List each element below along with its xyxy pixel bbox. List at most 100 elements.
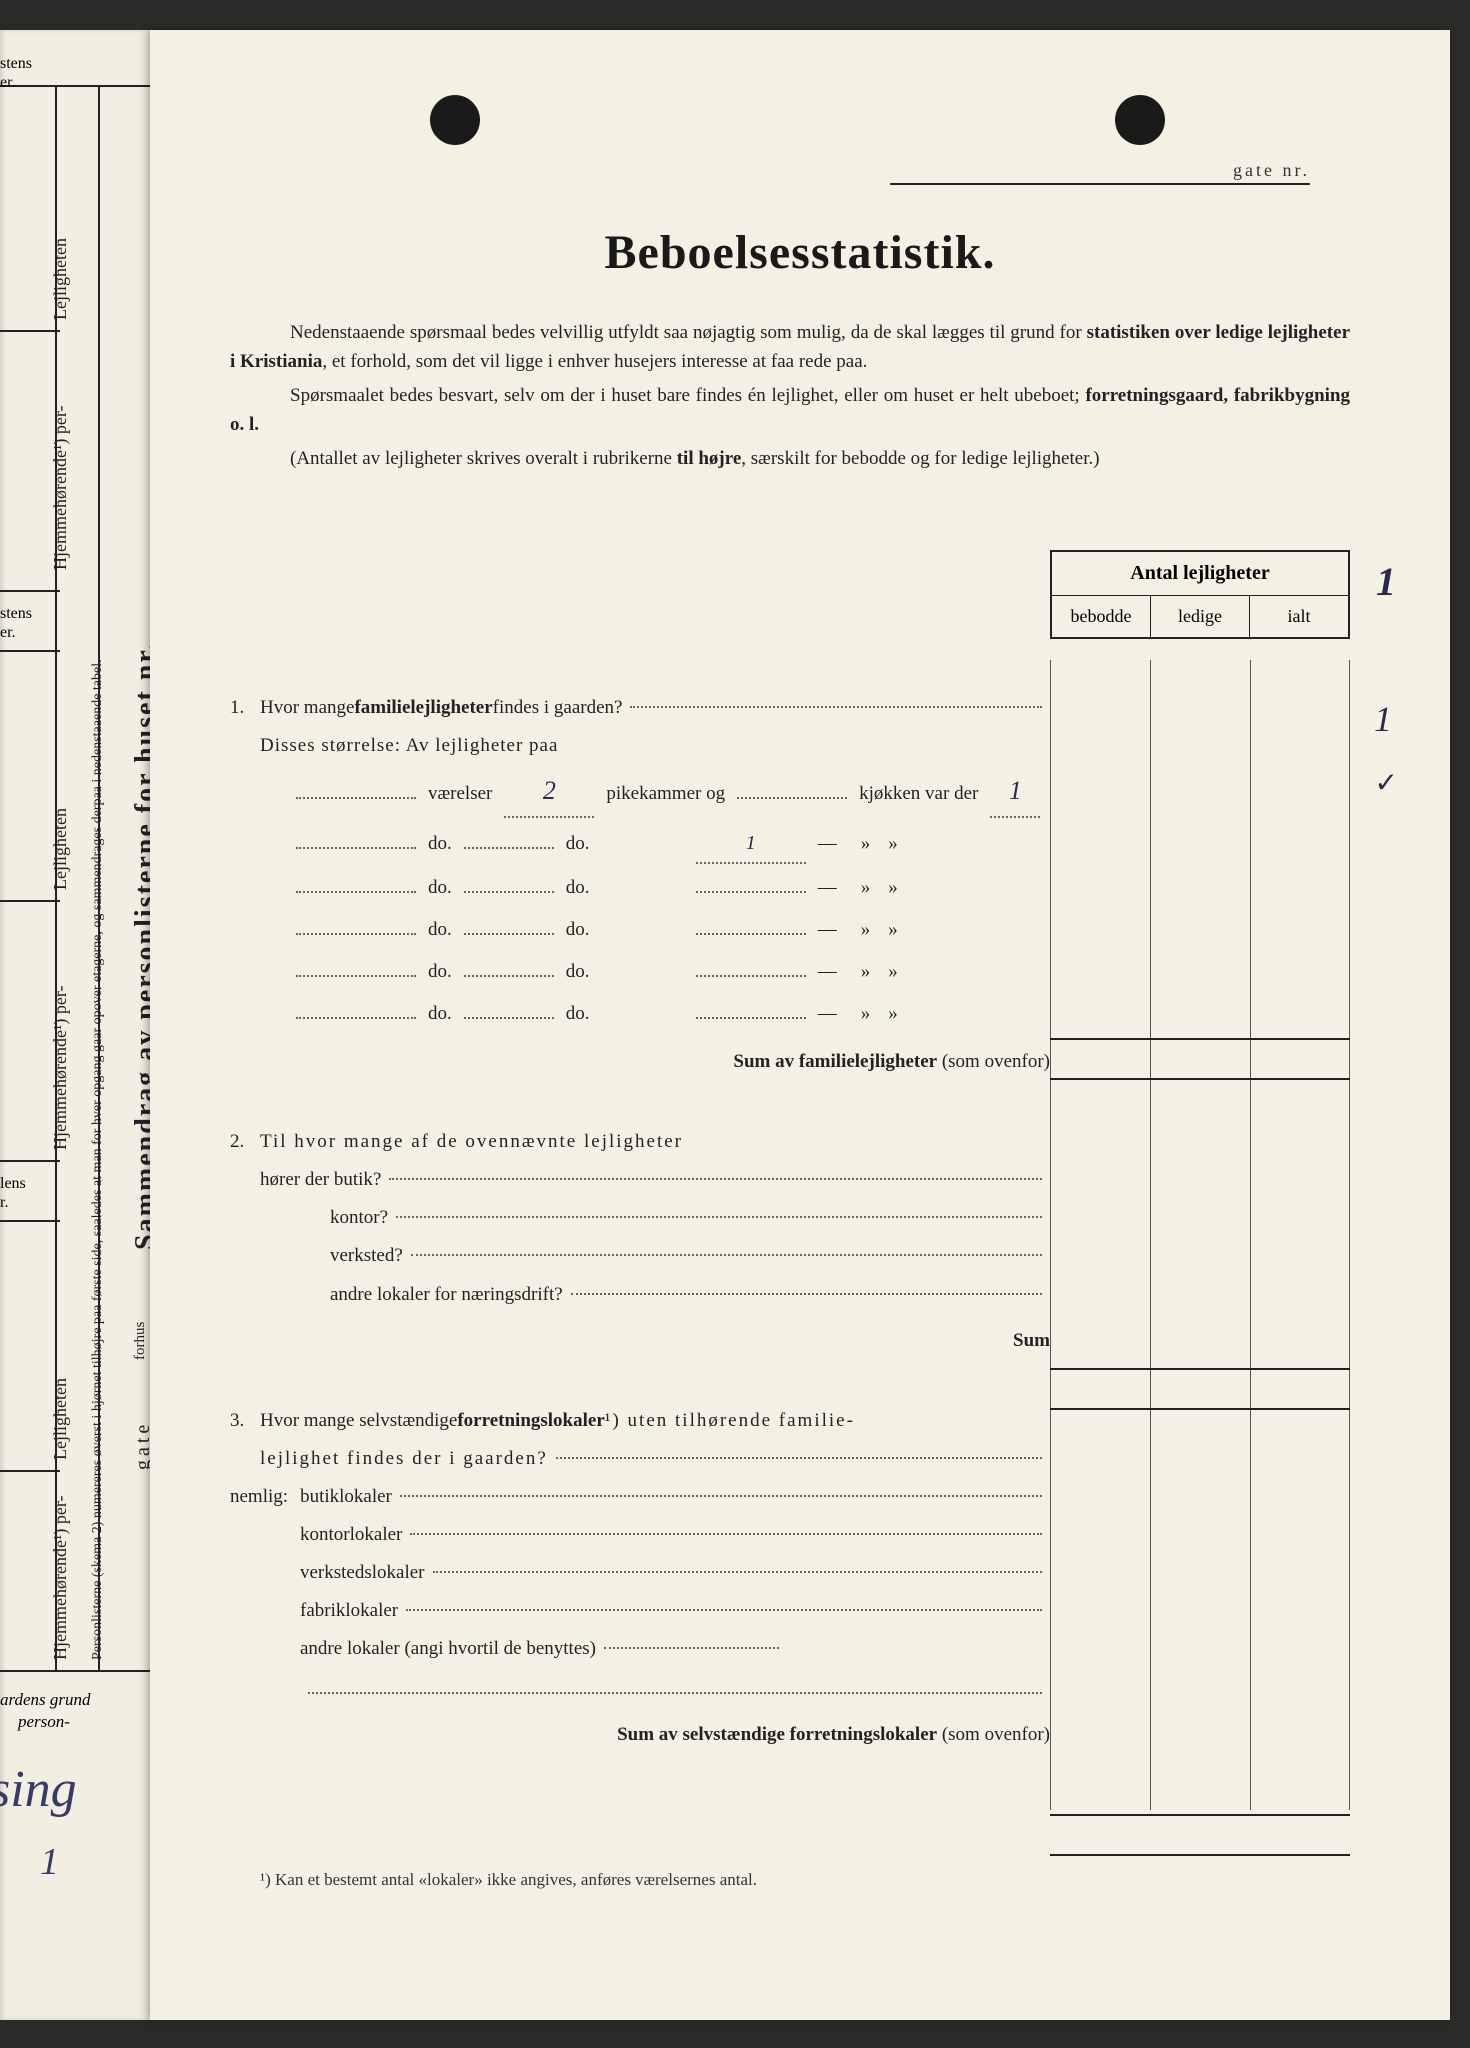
q2-r2: kontor? xyxy=(330,1200,388,1236)
q1-do-3a: do. xyxy=(428,912,452,948)
left-handwritten-sing: sing xyxy=(0,1760,77,1819)
q1-dash-1: — xyxy=(818,826,837,862)
intro-text: Nedenstaaende spørsmaal bedes velvillig … xyxy=(230,318,1350,477)
q1-quote-1b: » xyxy=(888,826,898,862)
questions-block: 1. Hvor mange familielejligheter findes … xyxy=(230,690,1050,1753)
q1-dash-4: — xyxy=(818,954,837,990)
left-subtitle: Personlisterne (skema 2) numereres øvers… xyxy=(90,90,106,1660)
q1-hand-kjok: 1 xyxy=(1009,776,1022,805)
q3-sum-label: Sum av selvstændige forretningslokaler xyxy=(617,1724,937,1745)
q3-text-b: forretningslokaler xyxy=(457,1403,604,1439)
q1-do-4a: do. xyxy=(428,954,452,990)
gate-nr-label: gate nr. xyxy=(1233,160,1310,180)
left-forhus: forhus xyxy=(132,1322,149,1360)
q2-r4: andre lokaler for næringsdrift? xyxy=(330,1277,563,1313)
left-frag-stens-2: stens xyxy=(0,605,32,623)
left-frag-stens-1: stens xyxy=(0,55,32,73)
gate-nr-field: gate nr. xyxy=(890,160,1310,185)
intro-p3b: til højre xyxy=(677,448,742,469)
q3-text-a: Hvor mange selvstændige xyxy=(260,1403,457,1439)
sum-line-q1-top xyxy=(1050,1038,1350,1040)
left-col-lejligheten-2: Lejligheten xyxy=(50,808,71,890)
left-col-hjemme-1: Hjemmehørende¹) per- xyxy=(50,406,71,570)
intro-p3c: , særskilt for bebodde og for ledige lej… xyxy=(741,448,1099,469)
q3-nemlig: nemlig: xyxy=(230,1479,288,1515)
q3-r2: kontorlokaler xyxy=(300,1517,402,1553)
left-frag-er-1: er. xyxy=(0,74,16,92)
q2-r1: hører der butik? xyxy=(260,1162,381,1198)
left-col-lejligheten-3: Lejligheten xyxy=(50,1378,71,1460)
q1-quote-3b: » xyxy=(888,912,898,948)
sum-line-q2-bot xyxy=(1050,1408,1350,1410)
q1-vaer-label: værelser xyxy=(428,776,492,812)
col-bebodde: bebodde xyxy=(1052,596,1151,637)
left-frag-lens: lens xyxy=(0,1175,26,1193)
q1-dash-5: — xyxy=(818,996,837,1032)
q1-dash-2: — xyxy=(818,870,837,906)
q1-hand-vaer: 2 xyxy=(543,776,556,805)
q2-num: 2. xyxy=(230,1124,260,1160)
q1-do-2a: do. xyxy=(428,870,452,906)
q1-do-4b: do. xyxy=(566,954,684,990)
page-title: Beboelsesstatistik. xyxy=(150,225,1450,280)
q1-sum-label: Sum av familielejligheter xyxy=(733,1051,937,1072)
punch-hole-left xyxy=(430,95,480,145)
sum-line-q3-bot xyxy=(1050,1854,1350,1856)
q1-sub: Disses størrelse: Av lejligheter paa xyxy=(260,728,558,764)
q3-num: 3. xyxy=(230,1403,260,1439)
q1-do-3b: do. xyxy=(566,912,684,948)
q1-dash-3: — xyxy=(818,912,837,948)
col-ialt: ialt xyxy=(1250,596,1348,637)
q3-sum-note: (som ovenfor) xyxy=(937,1724,1050,1745)
table-header-label: Antal lejligheter xyxy=(1130,562,1269,584)
q1-quote-3a: » xyxy=(861,912,871,948)
q2-r3: verksted? xyxy=(330,1238,403,1274)
q3-text-c: ¹) uten tilhørende familie- xyxy=(605,1403,855,1439)
left-col-hjemme-2: Hjemmehørende¹) per- xyxy=(50,986,71,1150)
q1-quote-5a: » xyxy=(861,996,871,1032)
left-frag-r: r. xyxy=(0,1194,8,1212)
q3-r1: butiklokaler xyxy=(300,1479,392,1515)
q3-r3: verkstedslokaler xyxy=(300,1555,425,1591)
q1-text-a: Hvor mange xyxy=(260,690,354,726)
left-col-lejligheten-1: Lejligheten xyxy=(50,238,71,320)
left-page-strip: Sammendrag av personlisterne for huset n… xyxy=(0,30,150,2020)
left-ardens-grund: ardens grund xyxy=(0,1690,91,1710)
intro-p2a: Spørsmaalet bedes besvart, selv om der i… xyxy=(290,385,1085,406)
intro-p1c: , et forhold, som det vil ligge i enhver… xyxy=(322,351,867,372)
document-page: gate nr. Beboelsesstatistik. Nedenstaaen… xyxy=(150,30,1450,2020)
q1-sum-note: (som ovenfor) xyxy=(937,1051,1050,1072)
col-ledige: ledige xyxy=(1151,596,1250,637)
q1-text-c: findes i gaarden? xyxy=(493,690,623,726)
intro-p1a: Nedenstaaende spørsmaal bedes velvillig … xyxy=(290,322,1087,343)
q1-do-5a: do. xyxy=(428,996,452,1032)
q1-quote-5b: » xyxy=(888,996,898,1032)
count-table-header: Antal lejligheter 1 bebodde ledige ialt xyxy=(1050,550,1350,639)
handwritten-check: ✓ xyxy=(1375,766,1398,800)
sum-line-q1-bot xyxy=(1050,1078,1350,1080)
q1-quote-2a: » xyxy=(861,870,871,906)
q3-r4: fabriklokaler xyxy=(300,1593,398,1629)
q1-quote-4b: » xyxy=(888,954,898,990)
punch-hole-right xyxy=(1115,95,1165,145)
q1-do-2b: do. xyxy=(566,870,684,906)
q1-do-5b: do. xyxy=(566,996,684,1032)
q1-quote-1a: » xyxy=(861,826,871,862)
intro-p3a: (Antallet av lejligheter skrives overalt… xyxy=(290,448,677,469)
left-person: person- xyxy=(18,1712,70,1732)
q1-text-b: familielejligheter xyxy=(354,690,492,726)
footnote: ¹) Kan et bestemt antal «lokaler» ikke a… xyxy=(260,1870,757,1890)
q1-pike-label: pikekammer og xyxy=(606,776,725,812)
handwritten-q1-ialt: 1 xyxy=(1374,698,1392,740)
q2-text: Til hvor mange af de ovennævnte lejlighe… xyxy=(260,1124,683,1160)
q1-num: 1. xyxy=(230,690,260,726)
left-frag-er-2: er. xyxy=(0,624,16,642)
handwritten-total: 1 xyxy=(1376,558,1396,605)
q3-text-d: lejlighet findes der i gaarden? xyxy=(260,1441,548,1477)
left-col-hjemme-3: Hjemmehørende¹) per- xyxy=(50,1496,71,1660)
q1-quote-4a: » xyxy=(861,954,871,990)
q1-do-1b: do. xyxy=(566,826,684,862)
q3-r5: andre lokaler (angi hvortil de benyttes) xyxy=(300,1631,596,1667)
sum-line-q3-top xyxy=(1050,1814,1350,1816)
q1-quote-2b: » xyxy=(888,870,898,906)
